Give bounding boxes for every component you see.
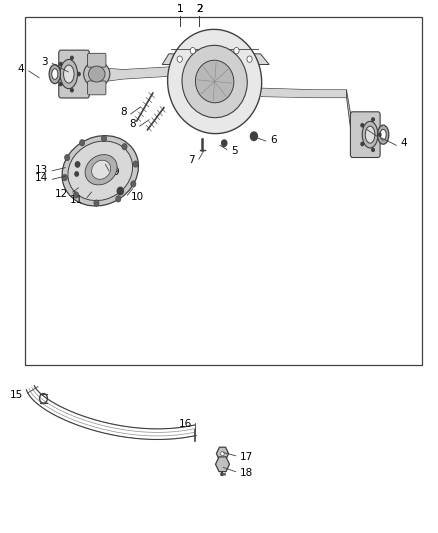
Ellipse shape [49, 64, 60, 84]
Circle shape [71, 88, 73, 92]
Text: 13: 13 [35, 165, 48, 175]
Ellipse shape [168, 29, 261, 134]
Ellipse shape [380, 130, 386, 140]
Text: 5: 5 [231, 146, 238, 156]
Polygon shape [262, 88, 346, 98]
Circle shape [177, 56, 182, 62]
Circle shape [222, 140, 227, 147]
Text: 2: 2 [196, 4, 203, 14]
Circle shape [361, 124, 364, 127]
Circle shape [62, 174, 67, 181]
Polygon shape [90, 67, 169, 83]
Polygon shape [162, 54, 269, 64]
FancyBboxPatch shape [350, 112, 380, 158]
Text: 15: 15 [10, 390, 23, 400]
Ellipse shape [362, 122, 378, 148]
Circle shape [64, 155, 70, 161]
Circle shape [372, 148, 374, 151]
Ellipse shape [365, 126, 375, 143]
Ellipse shape [64, 65, 74, 83]
Text: 11: 11 [70, 195, 83, 205]
Circle shape [234, 47, 239, 54]
Ellipse shape [52, 69, 58, 79]
Circle shape [75, 172, 78, 176]
Text: 3: 3 [382, 130, 389, 140]
Circle shape [116, 196, 121, 202]
FancyBboxPatch shape [88, 81, 106, 95]
Circle shape [102, 135, 106, 142]
Ellipse shape [195, 60, 234, 103]
Circle shape [80, 140, 85, 146]
Circle shape [122, 143, 127, 150]
Ellipse shape [84, 61, 110, 87]
Bar [25, 17, 422, 365]
Text: 2: 2 [196, 4, 203, 14]
Circle shape [131, 181, 136, 187]
Polygon shape [346, 90, 353, 144]
Ellipse shape [85, 155, 117, 185]
Ellipse shape [62, 135, 138, 206]
Circle shape [247, 56, 252, 62]
Text: 8: 8 [129, 119, 136, 129]
Text: 16: 16 [179, 419, 192, 429]
Ellipse shape [60, 60, 78, 88]
Circle shape [94, 200, 99, 206]
Circle shape [74, 192, 79, 198]
Text: 7: 7 [188, 155, 194, 165]
Text: 3: 3 [41, 57, 48, 67]
Text: 8: 8 [120, 107, 127, 117]
FancyBboxPatch shape [59, 50, 89, 98]
Text: 18: 18 [240, 468, 253, 478]
Circle shape [71, 56, 73, 60]
Ellipse shape [68, 141, 133, 200]
FancyBboxPatch shape [88, 53, 106, 67]
Circle shape [251, 132, 258, 141]
Polygon shape [87, 64, 90, 84]
Circle shape [361, 142, 364, 146]
Circle shape [221, 451, 224, 456]
Ellipse shape [378, 125, 389, 144]
Circle shape [60, 83, 62, 86]
Circle shape [133, 161, 138, 167]
Circle shape [372, 118, 374, 121]
Text: 1: 1 [177, 4, 183, 14]
Circle shape [60, 62, 62, 66]
Ellipse shape [92, 160, 111, 179]
Text: 1: 1 [177, 4, 183, 14]
Text: 4: 4 [18, 64, 24, 74]
Circle shape [190, 47, 195, 54]
Circle shape [78, 72, 80, 76]
Text: 14: 14 [35, 173, 48, 183]
Circle shape [117, 187, 124, 195]
Ellipse shape [182, 45, 247, 118]
Text: 9: 9 [112, 167, 119, 177]
Circle shape [75, 162, 80, 167]
Text: 6: 6 [271, 135, 277, 145]
Text: 17: 17 [240, 452, 253, 462]
Circle shape [378, 133, 381, 136]
Text: 4: 4 [401, 138, 407, 148]
Text: 12: 12 [55, 189, 68, 199]
Ellipse shape [88, 66, 105, 82]
Text: 10: 10 [131, 192, 144, 203]
